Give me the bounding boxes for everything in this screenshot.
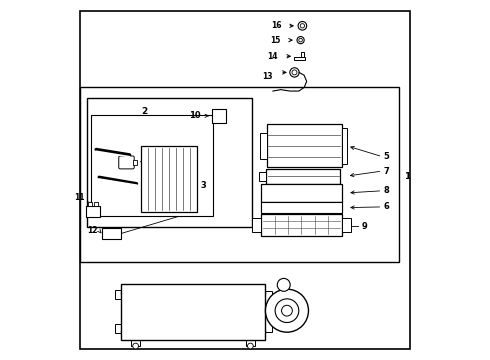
Bar bbox=[115, 324, 122, 333]
Circle shape bbox=[299, 39, 302, 42]
Bar bbox=[266, 168, 341, 184]
Bar bbox=[87, 98, 252, 226]
Bar bbox=[252, 218, 261, 232]
Text: 9: 9 bbox=[362, 222, 368, 231]
Circle shape bbox=[275, 299, 299, 323]
Circle shape bbox=[277, 278, 290, 291]
Bar bbox=[261, 214, 342, 235]
Circle shape bbox=[298, 22, 307, 30]
Bar bbox=[342, 218, 351, 232]
Circle shape bbox=[247, 343, 253, 349]
Text: 2: 2 bbox=[142, 107, 147, 116]
Text: 11: 11 bbox=[74, 193, 84, 202]
Circle shape bbox=[282, 305, 293, 316]
Bar bbox=[115, 291, 122, 300]
Bar bbox=[122, 284, 265, 339]
Bar bbox=[261, 202, 342, 212]
Bar bbox=[131, 339, 140, 346]
Text: 15: 15 bbox=[270, 36, 280, 45]
Text: 4: 4 bbox=[157, 155, 163, 164]
Bar bbox=[294, 57, 305, 60]
Text: 8: 8 bbox=[383, 186, 389, 195]
Bar bbox=[301, 51, 304, 57]
Circle shape bbox=[133, 343, 139, 349]
Bar bbox=[80, 87, 399, 262]
Bar bbox=[212, 109, 225, 123]
Circle shape bbox=[266, 289, 309, 332]
Bar bbox=[261, 184, 342, 202]
Bar bbox=[246, 339, 255, 346]
Bar bbox=[87, 206, 100, 217]
Circle shape bbox=[300, 24, 304, 28]
Text: 5: 5 bbox=[383, 152, 389, 161]
Bar bbox=[133, 160, 137, 165]
Text: 13: 13 bbox=[263, 72, 273, 81]
Text: 1: 1 bbox=[404, 172, 411, 181]
Text: 12: 12 bbox=[87, 226, 97, 235]
Bar bbox=[267, 125, 342, 167]
Text: 10: 10 bbox=[189, 111, 200, 120]
Text: 7: 7 bbox=[383, 167, 389, 176]
Text: 3: 3 bbox=[200, 181, 206, 190]
Bar bbox=[101, 228, 122, 239]
Bar bbox=[95, 202, 98, 206]
Bar bbox=[259, 171, 266, 181]
Bar bbox=[261, 202, 342, 213]
Circle shape bbox=[292, 70, 297, 75]
Circle shape bbox=[290, 68, 299, 77]
Bar bbox=[260, 133, 267, 159]
Circle shape bbox=[297, 37, 304, 44]
Bar bbox=[342, 128, 347, 164]
Text: 16: 16 bbox=[271, 21, 282, 30]
Text: 6: 6 bbox=[383, 202, 389, 211]
FancyBboxPatch shape bbox=[119, 156, 134, 169]
Bar bbox=[269, 89, 275, 93]
Bar bbox=[265, 291, 272, 332]
Bar bbox=[91, 116, 213, 216]
Text: 14: 14 bbox=[267, 52, 277, 61]
Bar bbox=[88, 202, 92, 206]
Bar bbox=[141, 146, 196, 212]
